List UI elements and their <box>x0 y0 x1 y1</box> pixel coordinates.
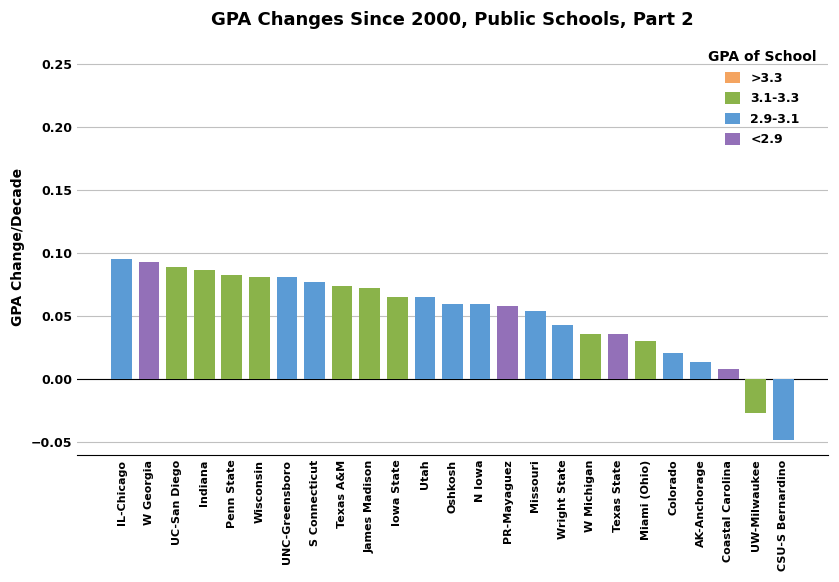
Legend: >3.3, 3.1-3.3, 2.9-3.1, <2.9: >3.3, 3.1-3.3, 2.9-3.1, <2.9 <box>703 45 821 151</box>
Bar <box>442 304 463 379</box>
Bar <box>580 334 601 379</box>
Bar <box>305 282 325 379</box>
Bar <box>277 277 297 379</box>
Bar <box>635 342 656 379</box>
Bar <box>525 311 545 379</box>
Bar <box>221 275 242 379</box>
Bar <box>359 289 380 379</box>
Bar <box>414 297 435 379</box>
Y-axis label: GPA Change/Decade: GPA Change/Decade <box>11 168 25 326</box>
Bar <box>331 286 352 379</box>
Bar <box>746 379 766 413</box>
Bar <box>607 334 628 379</box>
Bar <box>552 325 573 379</box>
Bar <box>166 267 187 379</box>
Bar <box>718 369 738 379</box>
Bar <box>470 304 490 379</box>
Bar <box>111 260 132 379</box>
Title: GPA Changes Since 2000, Public Schools, Part 2: GPA Changes Since 2000, Public Schools, … <box>211 11 694 29</box>
Bar <box>498 306 518 379</box>
Bar <box>194 269 215 379</box>
Bar <box>663 353 684 379</box>
Bar <box>249 277 270 379</box>
Bar <box>138 262 159 379</box>
Bar <box>387 297 408 379</box>
Bar <box>773 379 794 439</box>
Bar <box>690 361 711 379</box>
